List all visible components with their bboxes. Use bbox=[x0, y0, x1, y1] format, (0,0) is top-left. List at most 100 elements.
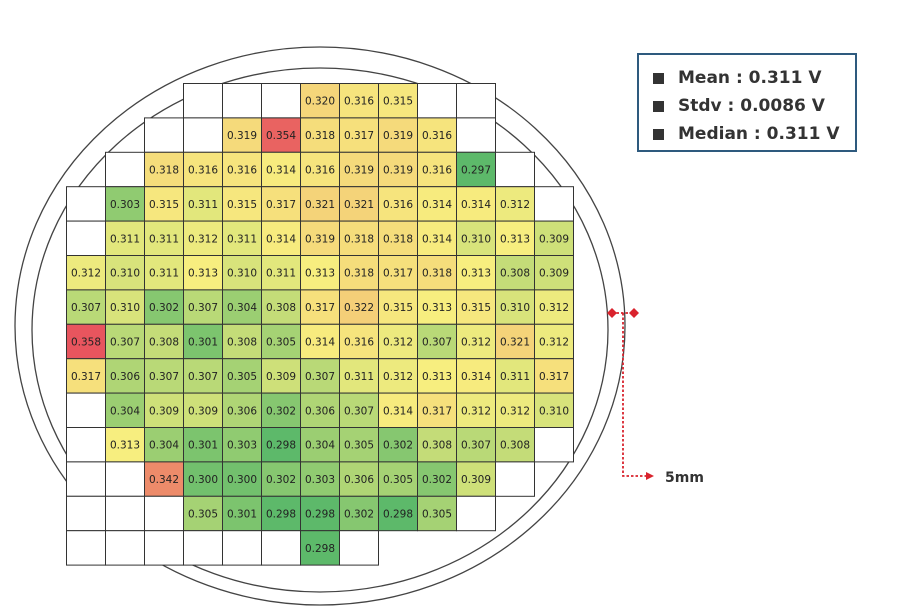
die-cell-value: 0.305 bbox=[344, 440, 374, 452]
die-cell-value: 0.313 bbox=[305, 268, 335, 280]
empty-die-cell bbox=[105, 530, 145, 566]
die-cell bbox=[495, 392, 535, 429]
die-cell-value: 0.317 bbox=[383, 268, 413, 280]
die-cell bbox=[144, 220, 184, 257]
die-cell-value: 0.311 bbox=[149, 268, 179, 280]
die-cell-value: 0.312 bbox=[188, 233, 218, 245]
empty-die-cell bbox=[534, 186, 574, 222]
die-cell bbox=[495, 323, 535, 360]
die-cell-value: 0.305 bbox=[227, 371, 257, 383]
die-cell-value: 0.321 bbox=[305, 199, 335, 211]
die-cell-value: 0.305 bbox=[188, 509, 218, 521]
die-cell-value: 0.321 bbox=[500, 337, 530, 349]
die-cell-value: 0.316 bbox=[344, 96, 374, 108]
empty-die-cell bbox=[144, 530, 184, 566]
empty-die-cell bbox=[144, 495, 184, 532]
die-cell bbox=[417, 117, 457, 153]
die-cell-value: 0.306 bbox=[305, 405, 335, 417]
die-cell-value: 0.307 bbox=[344, 405, 374, 417]
die-cell-value: 0.312 bbox=[500, 405, 530, 417]
die-cell-value: 0.313 bbox=[110, 440, 140, 452]
die-cell bbox=[456, 289, 496, 325]
die-cell bbox=[417, 323, 457, 360]
die-cell-value: 0.308 bbox=[500, 268, 530, 280]
die-cell-value: 0.304 bbox=[227, 302, 257, 314]
die-cell-value: 0.305 bbox=[266, 337, 296, 349]
die-cell-value: 0.308 bbox=[149, 337, 179, 349]
die-cell-value: 0.307 bbox=[188, 302, 218, 314]
die-cell-value: 0.317 bbox=[539, 371, 569, 383]
empty-die-cell bbox=[222, 83, 262, 119]
die-cell-value: 0.304 bbox=[305, 440, 335, 452]
die-cell bbox=[261, 289, 301, 325]
die-cell-value: 0.302 bbox=[422, 474, 452, 486]
die-cell-value: 0.310 bbox=[110, 268, 140, 280]
empty-die-cell bbox=[66, 530, 106, 566]
die-cell bbox=[261, 220, 301, 257]
die-cell-value: 0.311 bbox=[227, 233, 257, 245]
die-cell-value: 0.319 bbox=[344, 165, 374, 177]
die-cell-value: 0.318 bbox=[344, 268, 374, 280]
die-cell-value: 0.318 bbox=[149, 165, 179, 177]
die-cell-value: 0.307 bbox=[422, 337, 452, 349]
die-cell-value: 0.308 bbox=[500, 440, 530, 452]
die-cell-value: 0.298 bbox=[266, 509, 296, 521]
die-cell-value: 0.312 bbox=[539, 337, 569, 349]
die-cell-value: 0.315 bbox=[461, 302, 491, 314]
empty-die-cell bbox=[144, 117, 184, 153]
empty-die-cell bbox=[456, 495, 496, 532]
die-cell-value: 0.301 bbox=[188, 337, 218, 349]
die-cell bbox=[339, 461, 379, 497]
die-cell bbox=[534, 392, 574, 429]
die-cell-value: 0.317 bbox=[266, 199, 296, 211]
die-cell-value: 0.342 bbox=[149, 474, 179, 486]
die-cell bbox=[144, 151, 184, 188]
die-cell-value: 0.312 bbox=[71, 268, 101, 280]
die-cell-value: 0.306 bbox=[110, 371, 140, 383]
empty-die-cell bbox=[105, 151, 145, 188]
die-cell-value: 0.310 bbox=[539, 405, 569, 417]
die-cell-value: 0.317 bbox=[422, 405, 452, 417]
die-cell bbox=[222, 323, 262, 360]
die-cell bbox=[339, 186, 379, 222]
die-cell bbox=[183, 392, 223, 429]
die-cell-value: 0.300 bbox=[188, 474, 218, 486]
die-cell bbox=[378, 358, 418, 394]
die-cell-value: 0.312 bbox=[500, 199, 530, 211]
die-cell bbox=[456, 186, 496, 222]
die-cell-value: 0.301 bbox=[227, 509, 257, 521]
die-cell bbox=[222, 186, 262, 222]
stat-median-text: Median : 0.311 V bbox=[678, 124, 840, 144]
die-cell bbox=[339, 323, 379, 360]
die-cell bbox=[222, 495, 262, 532]
bullet-square-icon bbox=[653, 100, 664, 112]
die-cell-value: 0.307 bbox=[71, 302, 101, 314]
die-cell-value: 0.316 bbox=[188, 165, 218, 177]
die-cell-value: 0.316 bbox=[383, 199, 413, 211]
die-cell bbox=[105, 186, 145, 222]
die-cell bbox=[105, 392, 145, 429]
die-cell-value: 0.298 bbox=[266, 440, 296, 452]
die-cell bbox=[456, 323, 496, 360]
die-cell-value: 0.319 bbox=[227, 130, 257, 142]
die-cell bbox=[300, 83, 340, 119]
die-cell-value: 0.313 bbox=[500, 233, 530, 245]
die-cell-value: 0.304 bbox=[110, 405, 140, 417]
die-cell bbox=[300, 530, 340, 566]
empty-die-cell bbox=[339, 530, 379, 566]
die-cell bbox=[456, 220, 496, 257]
die-cell bbox=[339, 289, 379, 325]
die-cell bbox=[261, 255, 301, 291]
die-cell bbox=[144, 392, 184, 429]
empty-die-cell bbox=[417, 83, 457, 119]
die-cell-value: 0.311 bbox=[344, 371, 374, 383]
die-cell bbox=[378, 392, 418, 429]
die-cell-value: 0.308 bbox=[422, 440, 452, 452]
die-cell bbox=[66, 289, 106, 325]
empty-die-cell bbox=[66, 186, 106, 222]
die-cell-value: 0.309 bbox=[266, 371, 296, 383]
die-cell-value: 0.318 bbox=[344, 233, 374, 245]
die-cell-value: 0.358 bbox=[71, 337, 101, 349]
empty-die-cell bbox=[495, 151, 535, 188]
empty-die-cell bbox=[66, 461, 106, 497]
